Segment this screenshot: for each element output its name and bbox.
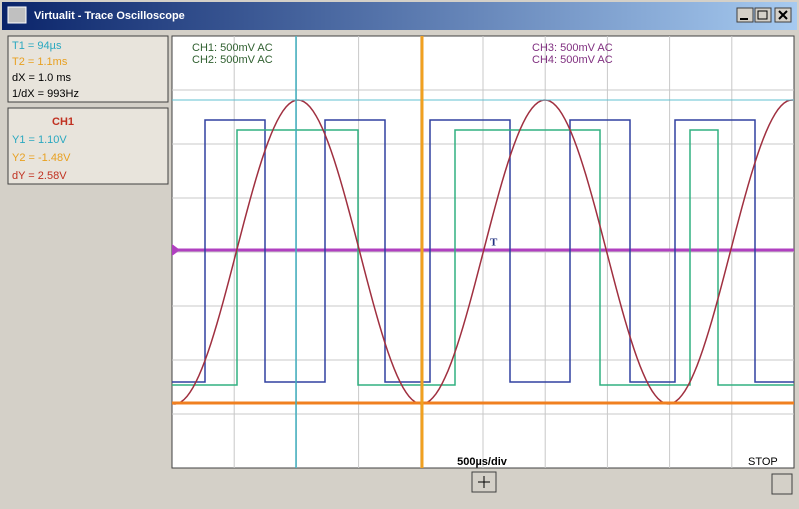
app-icon xyxy=(7,6,27,24)
timebase: 500µs/div xyxy=(457,456,508,468)
ch1-label: CH1: 500mV AC xyxy=(192,42,273,54)
volt-cursor-panel xyxy=(7,107,169,185)
ch2-label: CH2: 500mV AC xyxy=(192,54,273,66)
close-glyph xyxy=(778,10,788,20)
resize-grip[interactable] xyxy=(771,473,793,495)
window-buttons xyxy=(736,7,792,23)
t2-readout: T2 = 1.1ms xyxy=(12,56,68,68)
ch4-label: CH4: 500mV AC xyxy=(532,54,613,66)
t1-readout: T1 = 94µs xyxy=(12,40,62,52)
window-title: Virtualit - Trace Oscilloscope xyxy=(34,10,185,22)
zoom-glyph xyxy=(478,476,490,488)
sine-trace xyxy=(171,99,794,405)
ch3-label: CH3: 500mV AC xyxy=(532,42,613,54)
square-trace-blue xyxy=(172,119,794,383)
trigger-marker: T xyxy=(490,237,498,249)
dy-readout: dY = 2.58V xyxy=(12,170,67,182)
level-marker xyxy=(172,244,180,256)
dx-readout: dX = 1.0 ms xyxy=(12,72,72,84)
title-bar xyxy=(2,2,797,30)
y2-readout: Y2 = -1.48V xyxy=(12,152,71,164)
maximize-glyph xyxy=(757,10,768,20)
freq-readout: 1/dX = 993Hz xyxy=(12,88,79,100)
y1-readout: Y1 = 1.10V xyxy=(12,134,67,146)
status: STOP xyxy=(748,456,778,468)
maximize-button[interactable] xyxy=(754,7,772,23)
square-trace-green xyxy=(172,129,794,386)
time-cursor-panel xyxy=(7,35,169,103)
cursor-channel: CH1 xyxy=(52,116,74,128)
